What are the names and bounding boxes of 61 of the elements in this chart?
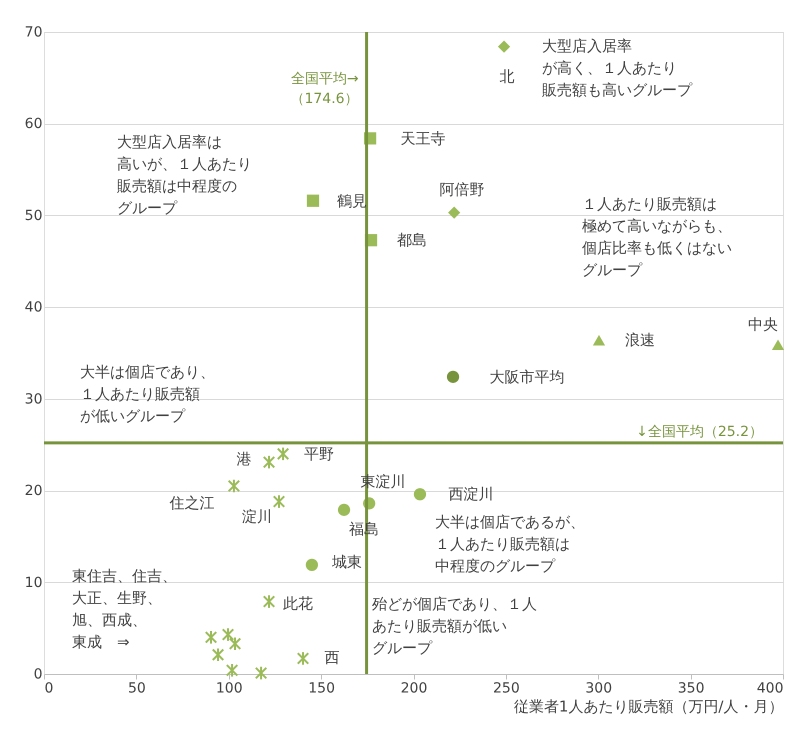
point — [204, 630, 218, 645]
x-tick-label: 150 — [308, 680, 335, 696]
point — [228, 478, 240, 494]
annotation: 都島 — [397, 231, 428, 250]
annotation: 城東 — [330, 552, 362, 571]
point — [338, 504, 350, 516]
point — [212, 647, 224, 662]
annotation: 殆どが個店であり、１人あたり販売額が低いグループ — [372, 595, 537, 657]
annotation: 大型店入居率が高く、１人あたり販売額も高いグループ — [542, 37, 693, 99]
annotation: 大阪市平均 — [490, 368, 565, 386]
point — [448, 206, 460, 219]
point — [262, 594, 276, 609]
x-tick-label: 100 — [216, 680, 243, 696]
y-tick-label: 60 — [24, 116, 42, 132]
annotation: 中央 — [748, 316, 778, 334]
point — [498, 40, 510, 53]
annotation: 阿倍野 — [440, 180, 485, 199]
annotation: 港 — [236, 450, 252, 468]
point — [272, 494, 286, 509]
point — [226, 663, 238, 678]
point — [276, 446, 290, 462]
point — [592, 334, 606, 346]
point — [306, 558, 318, 571]
y-tick-label: 50 — [24, 208, 42, 224]
ref-line-label: 全国平均→（174.6） — [290, 71, 359, 107]
annotation: 東住吉、住吉、大正、生野、旭、西成、東成 ⇒ — [72, 567, 177, 651]
annotation: 浪速 — [624, 331, 655, 350]
annotation: 西 — [324, 648, 340, 666]
y-tick-label: 10 — [24, 574, 42, 591]
x-tick-label: 300 — [585, 680, 612, 696]
y-tick-label: 30 — [24, 391, 42, 408]
point — [414, 488, 426, 500]
point — [296, 651, 310, 666]
annotation: 西淀川 — [448, 485, 494, 504]
point — [306, 194, 320, 207]
x-axis-title: 従業者1人あたり販売額（万円/人・月） — [514, 698, 784, 716]
x-tick-label: 0 — [44, 680, 54, 696]
y-tick-label: 20 — [24, 483, 42, 500]
point — [446, 370, 460, 383]
ref-line-label: ↓全国平均（25.2） — [636, 424, 763, 440]
annotation: 大型店入居率は高いが、１人あたり販売額は中程度のグループ — [117, 133, 252, 217]
annotation: 天王寺 — [400, 129, 446, 148]
y-tick-label: 70 — [24, 24, 42, 40]
x-tick-label: 350 — [678, 680, 704, 696]
point — [254, 666, 268, 680]
annotation: 北 — [500, 68, 515, 86]
annotation: 此花 — [283, 594, 314, 613]
annotation: 大半は個店であるが、１人あたり販売額は中程度のグループ — [435, 513, 585, 575]
x-tick-label: 400 — [756, 680, 784, 696]
y-tick-label: 40 — [24, 300, 42, 316]
point — [262, 454, 276, 470]
x-tick-label: 200 — [400, 680, 428, 696]
point — [772, 339, 784, 350]
x-tick-label: 50 — [128, 680, 146, 696]
annotation: 大半は個店であり、１人あたり販売額が低いグループ — [80, 363, 215, 425]
annotation: 淀川 — [242, 508, 272, 526]
annotation: 平野 — [304, 444, 334, 463]
annotation: １人あたり販売額は極めて高いながらも、個店比率も低くはないグループ — [582, 195, 732, 279]
y-tick-label: 0 — [34, 666, 42, 682]
annotation: 住之江 — [168, 494, 214, 512]
x-tick-label: 250 — [493, 680, 520, 696]
